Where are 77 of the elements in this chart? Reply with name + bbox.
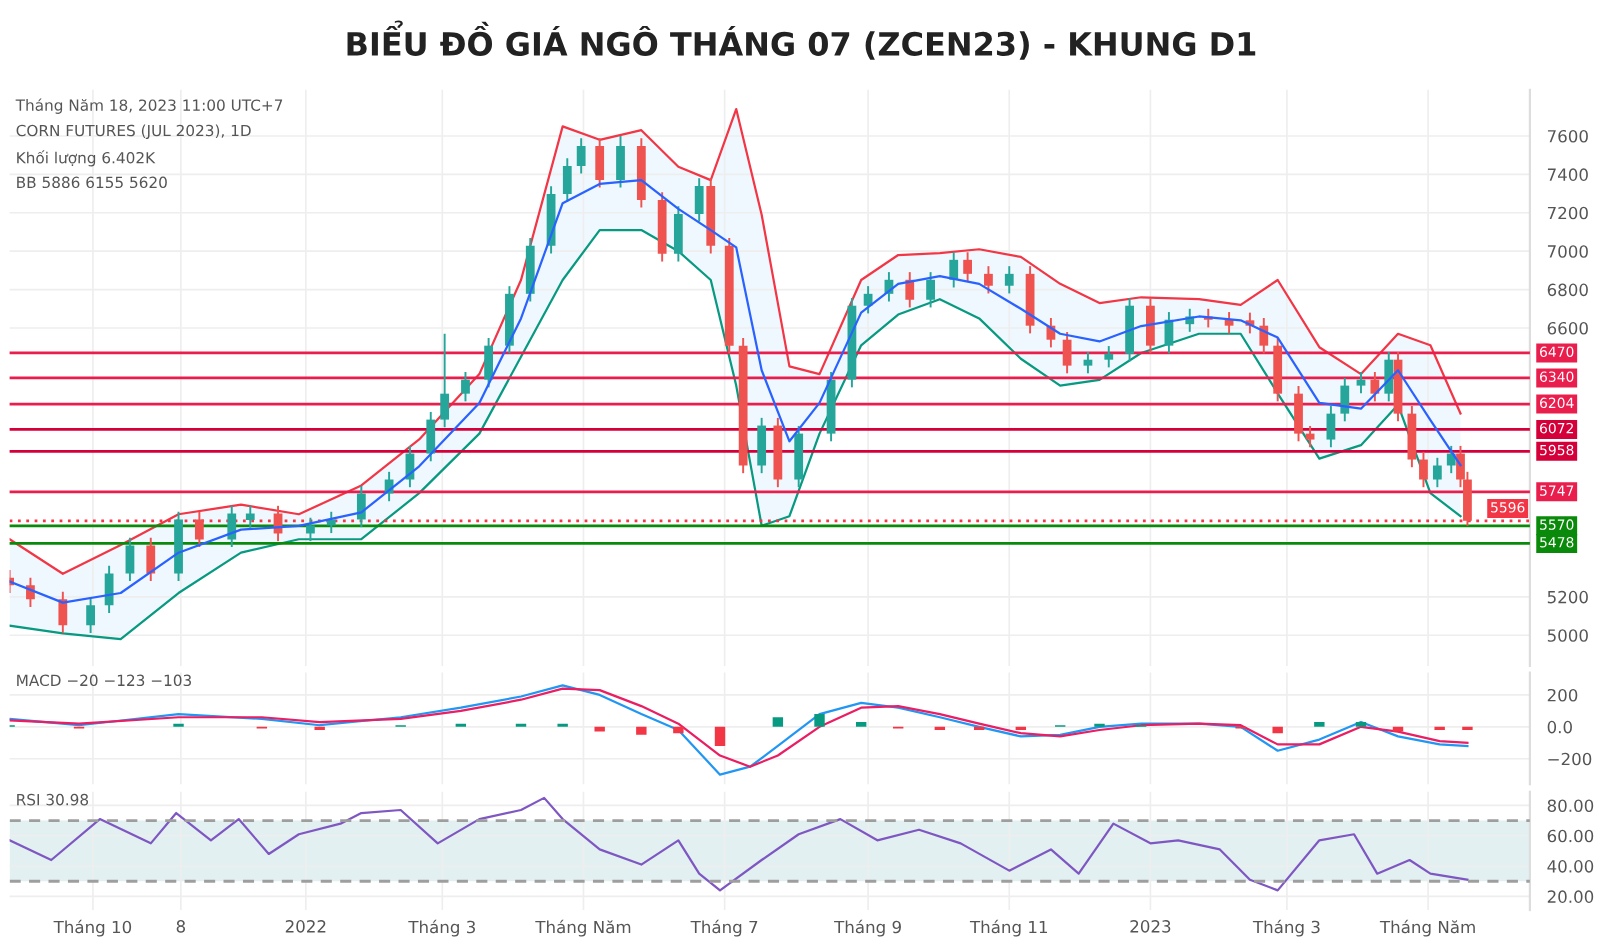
candlestick (1305, 424, 1315, 449)
bar (814, 714, 825, 727)
candlestick (1062, 331, 1072, 375)
bar (772, 717, 784, 727)
x-tick-label: Tháng 9 (834, 919, 901, 937)
y-tick-label: 6800 (1547, 283, 1588, 297)
candlestick (125, 536, 135, 583)
candlestick (1326, 404, 1336, 449)
candlestick (1407, 404, 1417, 469)
bar (636, 726, 647, 735)
line-series (9, 796, 1469, 892)
candlestick (562, 157, 572, 203)
y-tick-label: 40.00 (1547, 860, 1594, 873)
candlestick (104, 564, 114, 614)
candlestick (86, 596, 95, 634)
y-tick-label: 200 (1547, 688, 1578, 702)
y-tick-label: 20.00 (1547, 890, 1594, 903)
candlestick (426, 410, 436, 463)
candlestick (984, 265, 993, 295)
y-tick-label: 5000 (1547, 629, 1588, 642)
x-tick-label: Tháng 7 (690, 919, 758, 937)
x-tick-label: 2022 (285, 920, 326, 933)
x-tick-label: Tháng 11 (969, 919, 1048, 937)
candlestick (949, 251, 959, 289)
candlestick (1419, 450, 1428, 489)
candlestick (440, 332, 450, 429)
candlestick (1294, 385, 1303, 443)
candlestick (673, 205, 683, 263)
y-tick-label: 6600 (1547, 321, 1588, 335)
bar (714, 726, 726, 746)
chart-title: BIỂU ĐỒ GIÁ NGÔ THÁNG 07 (ZCEN23) - KHUNG D1 (347, 20, 1256, 60)
x-tick-label: 2023 (1130, 920, 1171, 933)
x-tick-label: Tháng Năm (1379, 919, 1475, 937)
candlestick (794, 424, 804, 489)
y-tick-label: 7400 (1547, 168, 1588, 181)
y-tick-label: 80.00 (1547, 799, 1594, 813)
candlestick (1340, 376, 1350, 423)
candlestick (905, 271, 915, 309)
candlestick (306, 516, 315, 543)
candlestick (616, 134, 625, 189)
bar (1392, 726, 1404, 732)
candlestick (757, 416, 767, 475)
candlestick (576, 137, 586, 175)
candlestick (146, 536, 156, 583)
candlestick (863, 285, 873, 315)
x-tick-label: Tháng 3 (1252, 919, 1320, 937)
candlestick (1432, 456, 1442, 489)
candlestick (694, 177, 704, 223)
candlestick (1356, 371, 1366, 395)
candlestick (1370, 371, 1380, 403)
candlestick (461, 371, 470, 403)
bar (594, 726, 605, 732)
candlestick (1104, 345, 1114, 369)
y-tick-label: −200 (1548, 752, 1592, 766)
y-tick-label: 7000 (1547, 245, 1588, 258)
candlestick (484, 337, 494, 389)
y-tick-label: 5200 (1547, 590, 1588, 604)
bar (1272, 726, 1283, 734)
candlestick (1004, 265, 1014, 295)
candlestick (194, 510, 204, 549)
candlestick (595, 137, 605, 189)
candlestick (926, 271, 935, 309)
y-tick-label: 0.0 (1547, 720, 1572, 734)
y-tick-label: 7600 (1547, 129, 1588, 143)
x-tick-label: Tháng 10 (53, 919, 132, 937)
candlestick (58, 590, 68, 634)
y-tick-label: 60.00 (1547, 829, 1594, 843)
candlestick (963, 251, 972, 283)
candlestick (245, 504, 255, 529)
x-tick-label: Tháng 3 (408, 919, 475, 937)
candlestick (1083, 351, 1093, 375)
candlestick (1146, 297, 1155, 355)
candlestick (1259, 317, 1269, 355)
x-tick-label: 8 (176, 920, 186, 933)
x-tick-label: Tháng Năm (535, 919, 631, 937)
bar (673, 726, 684, 734)
y-tick-label: 7200 (1547, 206, 1588, 220)
